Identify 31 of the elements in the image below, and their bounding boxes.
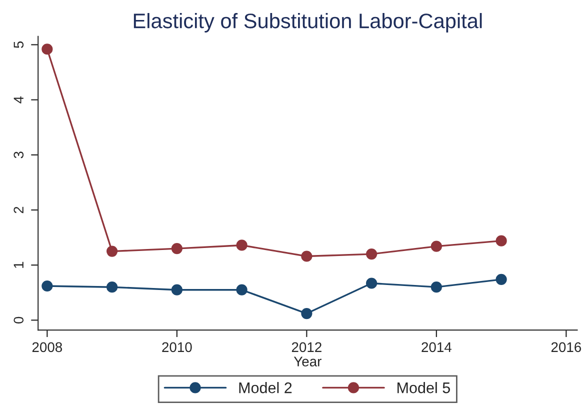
- y-tick-label: 4: [14, 96, 24, 104]
- x-tick-label: 2014: [422, 342, 452, 352]
- x-tick-label: 2016: [551, 342, 582, 352]
- point: [496, 274, 507, 285]
- point: [366, 248, 378, 260]
- point: [301, 250, 312, 262]
- legend-label: Model 2: [239, 382, 292, 394]
- point: [42, 44, 53, 55]
- y-tick-label: 5: [14, 41, 24, 48]
- legend-label: Model 5: [398, 382, 450, 394]
- point: [430, 240, 442, 252]
- point: [106, 282, 118, 293]
- x-tick-label: 2010: [162, 342, 192, 352]
- chart-title: Elasticity of Substitution Labor-Capital: [134, 13, 482, 32]
- x-tick-label: 2012: [292, 342, 322, 352]
- x-axis-title: Year: [294, 356, 322, 366]
- y-tick-label: 3: [14, 152, 24, 158]
- point: [171, 284, 182, 296]
- point: [236, 284, 248, 296]
- point: [301, 308, 312, 320]
- point: [236, 240, 248, 251]
- x-tick-label: 2008: [32, 342, 62, 352]
- point: [366, 278, 378, 289]
- point: [496, 235, 507, 246]
- point: [430, 282, 442, 293]
- point: [106, 246, 118, 257]
- point: [171, 242, 182, 254]
- y-tick-label: 2: [14, 206, 24, 214]
- y-tick-label: 1: [14, 262, 24, 268]
- y-tick-label: 0: [14, 316, 24, 324]
- point: [42, 280, 53, 292]
